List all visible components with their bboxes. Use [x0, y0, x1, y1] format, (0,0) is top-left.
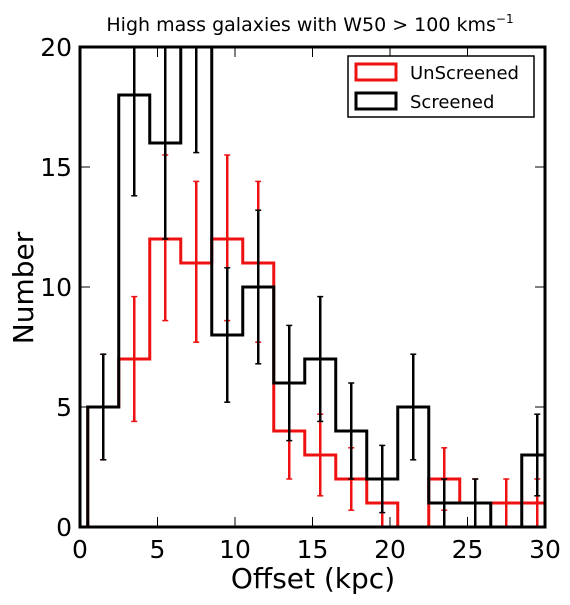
x-tick-label: 20: [374, 535, 406, 564]
legend-label-unscreened: UnScreened: [410, 63, 519, 84]
legend-swatch-screened: [354, 91, 398, 111]
error-bar-screened: [100, 353, 107, 461]
legend: UnScreened Screened: [347, 55, 535, 118]
y-tick-label: 20: [40, 33, 72, 62]
histogram-step-unscreened: [86, 237, 545, 527]
x-axis-label: Offset (kpc): [231, 562, 395, 595]
error-bar-screened: [379, 444, 386, 514]
error-bar-screened: [286, 324, 293, 442]
x-tick-label: 0: [72, 535, 88, 564]
error-bar-screened: [410, 353, 417, 461]
y-tick-labels: 0 5 10 15 20: [40, 33, 72, 542]
x-tick-label: 30: [529, 535, 561, 564]
x-tick-label: 5: [150, 535, 166, 564]
histogram-step-screened: [86, 47, 545, 527]
chart-title: High mass galaxies with W50 > 100 kms−1: [106, 12, 513, 36]
error-bar-screened: [441, 478, 448, 527]
y-tick-label: 5: [56, 393, 72, 422]
error-bar-unscreened: [131, 295, 138, 423]
legend-swatch-unscreened: [354, 62, 398, 82]
x-tick-labels: 0 5 10 15 20 25 30: [72, 535, 561, 564]
error-bar-screened: [534, 413, 541, 497]
x-tick-label: 15: [297, 535, 329, 564]
error-bar-screened: [131, 47, 138, 197]
error-bar-screened: [162, 47, 169, 240]
y-axis-label: Number: [7, 231, 40, 344]
error-bar-screened: [224, 267, 231, 403]
error-bar-screened: [472, 478, 479, 527]
error-bar-screened: [348, 382, 355, 480]
error-bar-screened: [317, 295, 324, 423]
y-tick-label: 15: [40, 153, 72, 182]
plot-frame: [78, 45, 547, 529]
x-tick-label: 10: [219, 535, 251, 564]
series-layer: [86, 47, 545, 527]
error-bar-unscreened: [193, 180, 200, 343]
legend-label-screened: Screened: [410, 92, 494, 113]
error-bar-unscreened: [503, 478, 510, 527]
y-tick-label: 0: [56, 513, 72, 542]
x-tick-label: 25: [452, 535, 484, 564]
error-bar-screened: [255, 209, 262, 365]
y-tick-label: 10: [40, 273, 72, 302]
